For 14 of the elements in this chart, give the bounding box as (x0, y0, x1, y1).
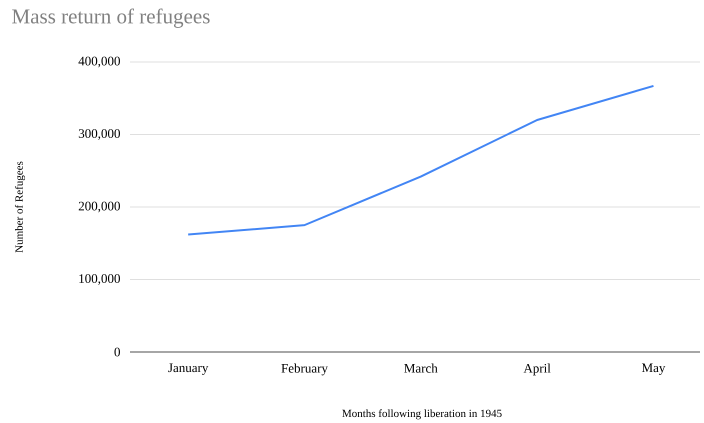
y-tick-label: 300,000 (78, 129, 120, 140)
x-axis-title: Months following liberation in 1945 (342, 409, 502, 420)
x-tick-label: May (642, 364, 666, 375)
x-tick-label: April (524, 364, 551, 376)
line-series (187, 84, 654, 236)
chart-title: Mass return of refugees (12, 8, 210, 28)
y-tick-label: 400,000 (78, 56, 120, 68)
y-tick-label: 0 (114, 348, 120, 356)
x-tick-label: March (404, 364, 438, 373)
y-tick-label: 200,000 (78, 202, 120, 212)
y-tick-label: 100,000 (79, 274, 120, 285)
y-axis-title: Number of Refugees (14, 162, 26, 252)
x-tick-label: February (281, 364, 328, 376)
x-tick-label: January (168, 364, 208, 375)
